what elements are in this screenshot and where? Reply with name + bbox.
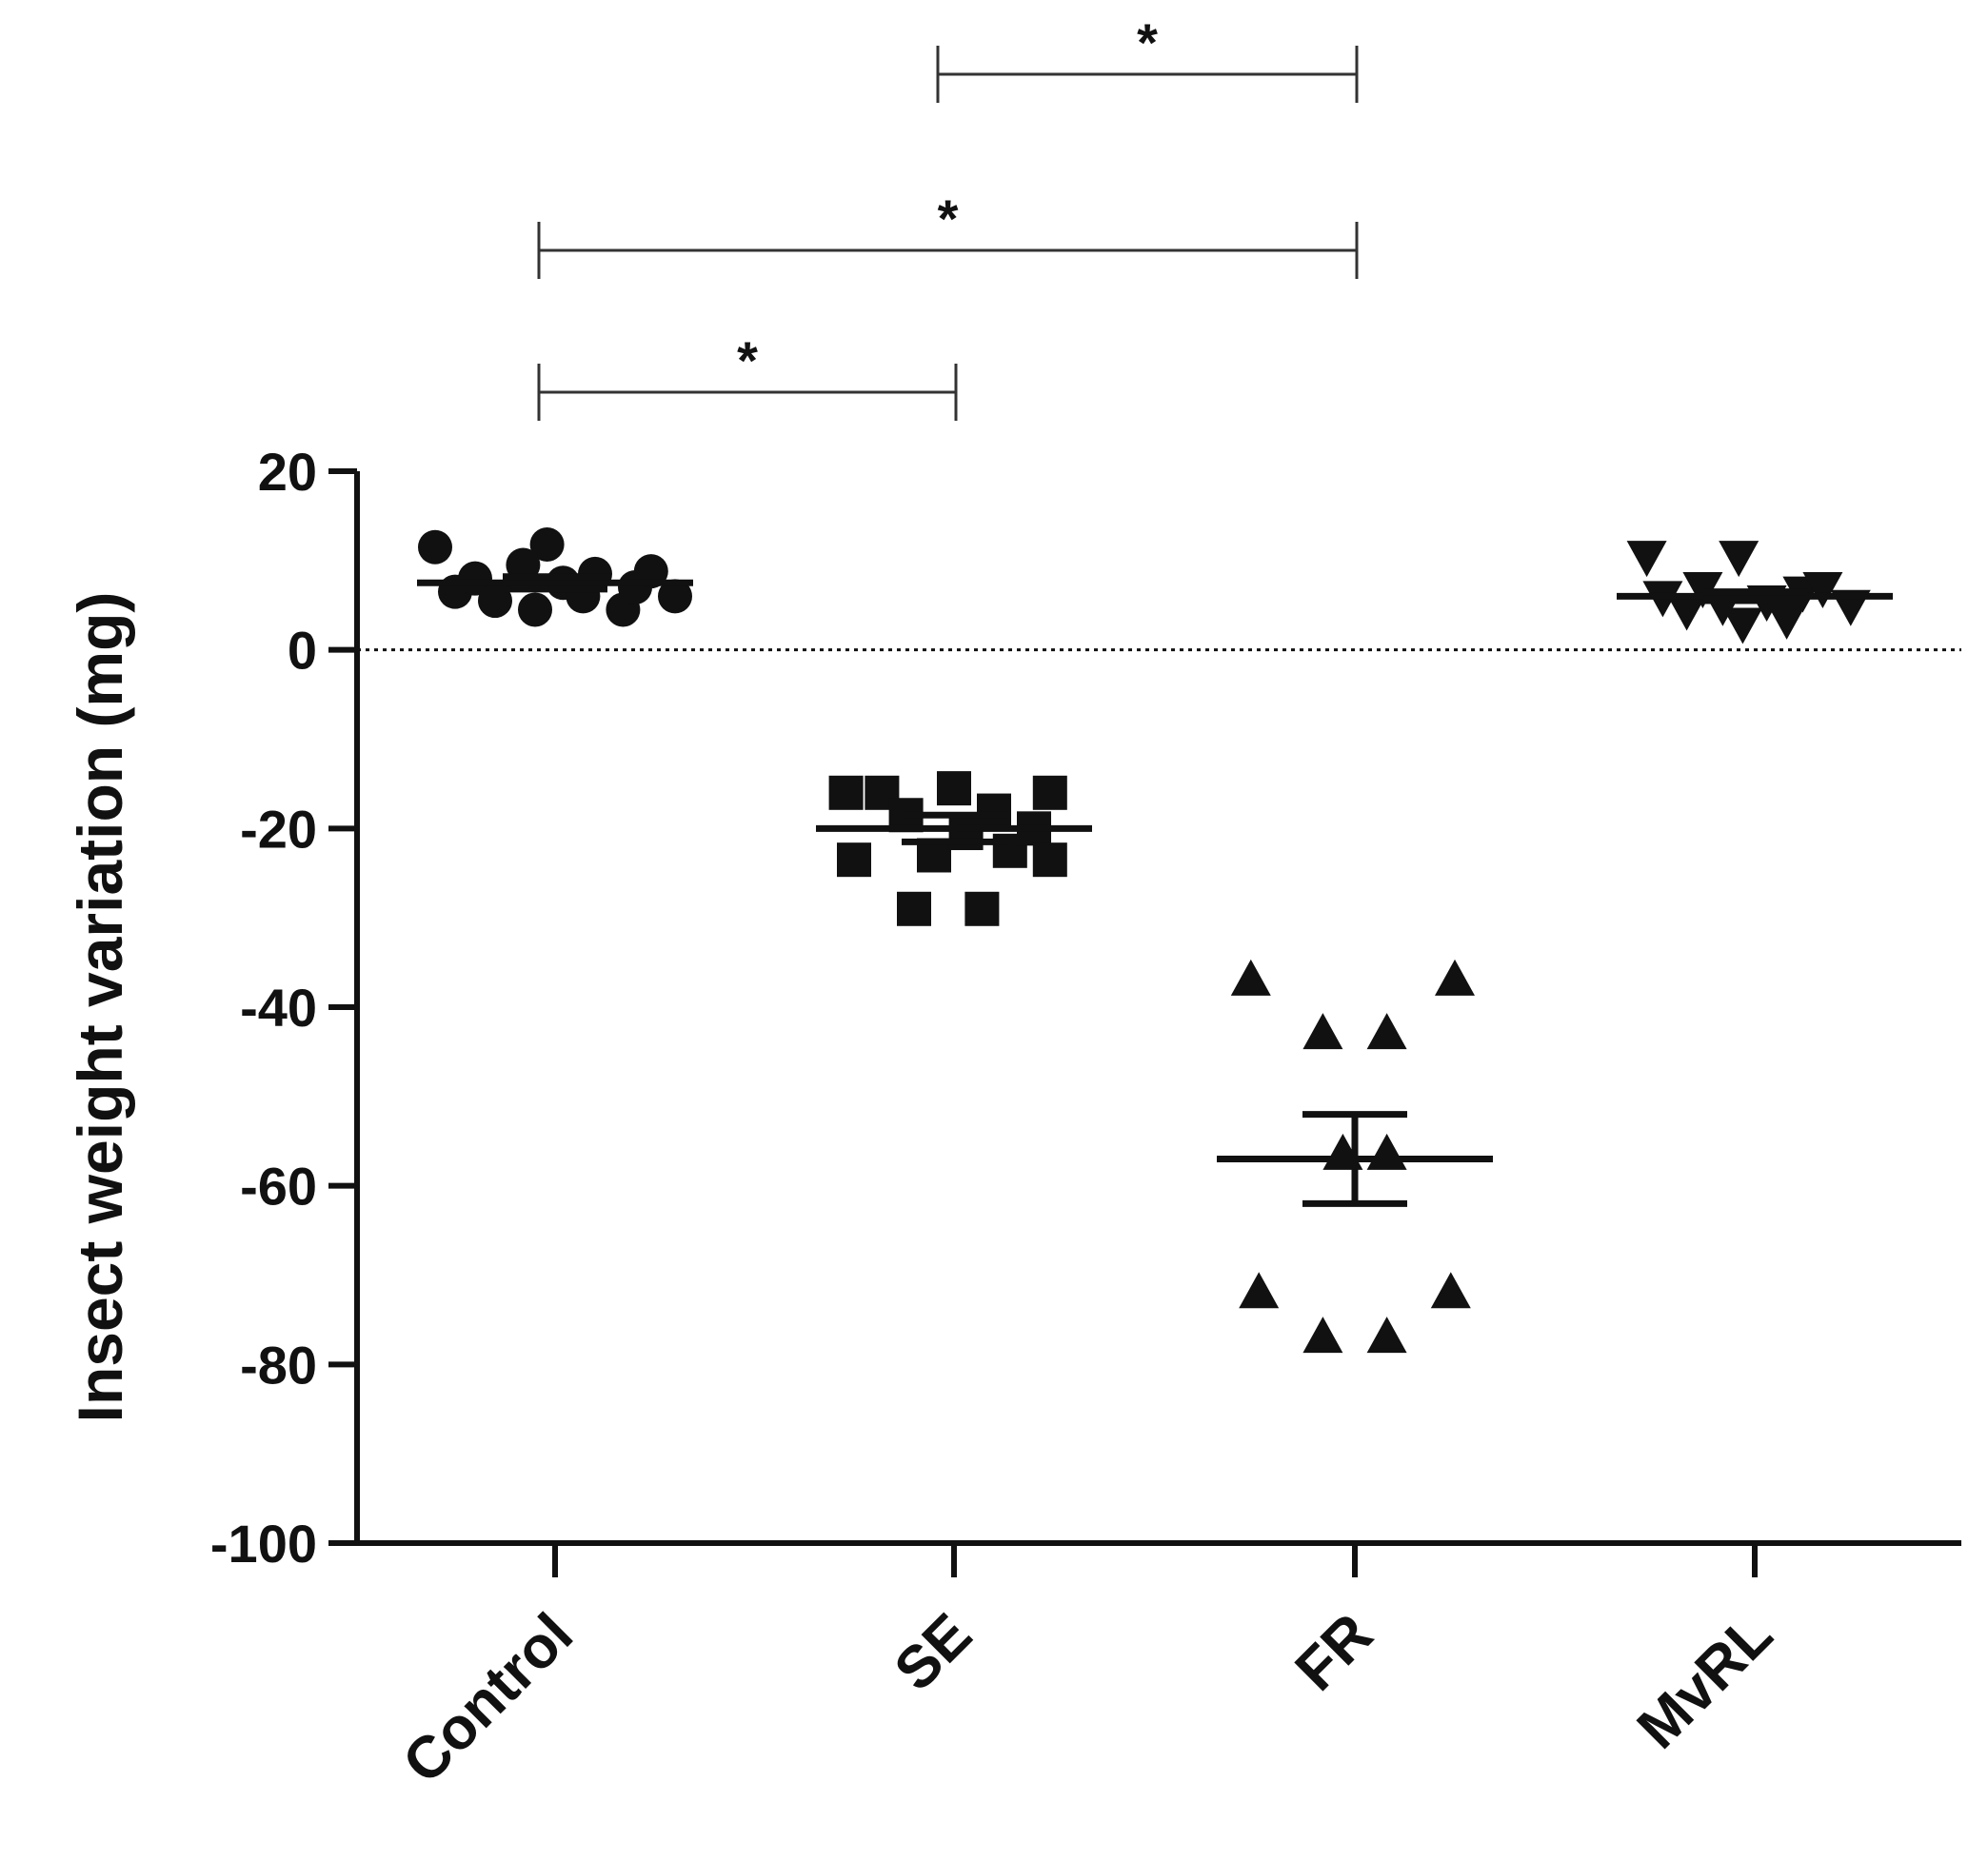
- y-tick-label: -40: [240, 978, 317, 1038]
- data-point-triangle-up: [1366, 1013, 1407, 1050]
- data-point-square: [1032, 842, 1067, 878]
- data-point-triangle-up: [1230, 959, 1271, 996]
- y-tick-label: 0: [288, 621, 317, 681]
- mean-sem-layer: [417, 573, 1893, 1207]
- x-category-label: FR: [1283, 1601, 1385, 1703]
- data-point-triangle-down: [1719, 541, 1759, 578]
- data-point-circle: [658, 579, 692, 614]
- data-point-square: [837, 842, 871, 878]
- data-point-square: [977, 793, 1011, 828]
- significance-label: *: [737, 330, 758, 390]
- significance-label: *: [1137, 12, 1158, 72]
- data-point-square: [964, 891, 1000, 926]
- data-point-triangle-down: [1722, 607, 1763, 644]
- data-point-circle: [529, 526, 565, 562]
- significance-layer: * * *: [537, 12, 1359, 421]
- data-point-triangle-up: [1366, 1133, 1407, 1170]
- data-point-circle: [518, 592, 552, 627]
- data-point-square: [1032, 775, 1067, 810]
- axes-layer: [354, 471, 1961, 1546]
- x-ticks-layer: Control SE FR MvRL: [390, 1543, 1785, 1796]
- y-ticks-layer: 20 0 -20 -40 -60 -80 -100: [210, 442, 357, 1574]
- significance-label: *: [938, 188, 959, 248]
- data-point-triangle-down: [1626, 541, 1667, 578]
- data-point-square: [937, 771, 971, 806]
- x-category-label: SE: [883, 1601, 984, 1703]
- data-point-square: [828, 775, 864, 810]
- data-point-triangle-down: [1666, 594, 1707, 631]
- y-tick-label: 20: [258, 442, 317, 502]
- y-axis-title: Insect weight variation (mg): [65, 592, 135, 1423]
- data-point-triangle-up: [1430, 1272, 1471, 1309]
- data-point-triangle-up: [1302, 1317, 1343, 1354]
- x-category-label: Control: [390, 1601, 586, 1796]
- data-point-triangle-up: [1239, 1272, 1280, 1309]
- y-tick-label: -100: [210, 1514, 317, 1574]
- y-tick-label: -20: [240, 799, 317, 859]
- data-point-circle: [418, 529, 452, 565]
- data-point-triangle-down: [1766, 603, 1807, 640]
- y-tick-label: -60: [240, 1157, 317, 1217]
- x-category-label: MvRL: [1625, 1601, 1785, 1761]
- data-point-triangle-up: [1366, 1317, 1407, 1354]
- y-tick-label: -80: [240, 1335, 317, 1395]
- data-point-triangle-down: [1802, 571, 1843, 608]
- data-point-circle: [458, 561, 492, 596]
- data-point-square: [897, 891, 931, 926]
- data-point-triangle-up: [1302, 1013, 1343, 1050]
- data-point-triangle-up: [1435, 959, 1475, 996]
